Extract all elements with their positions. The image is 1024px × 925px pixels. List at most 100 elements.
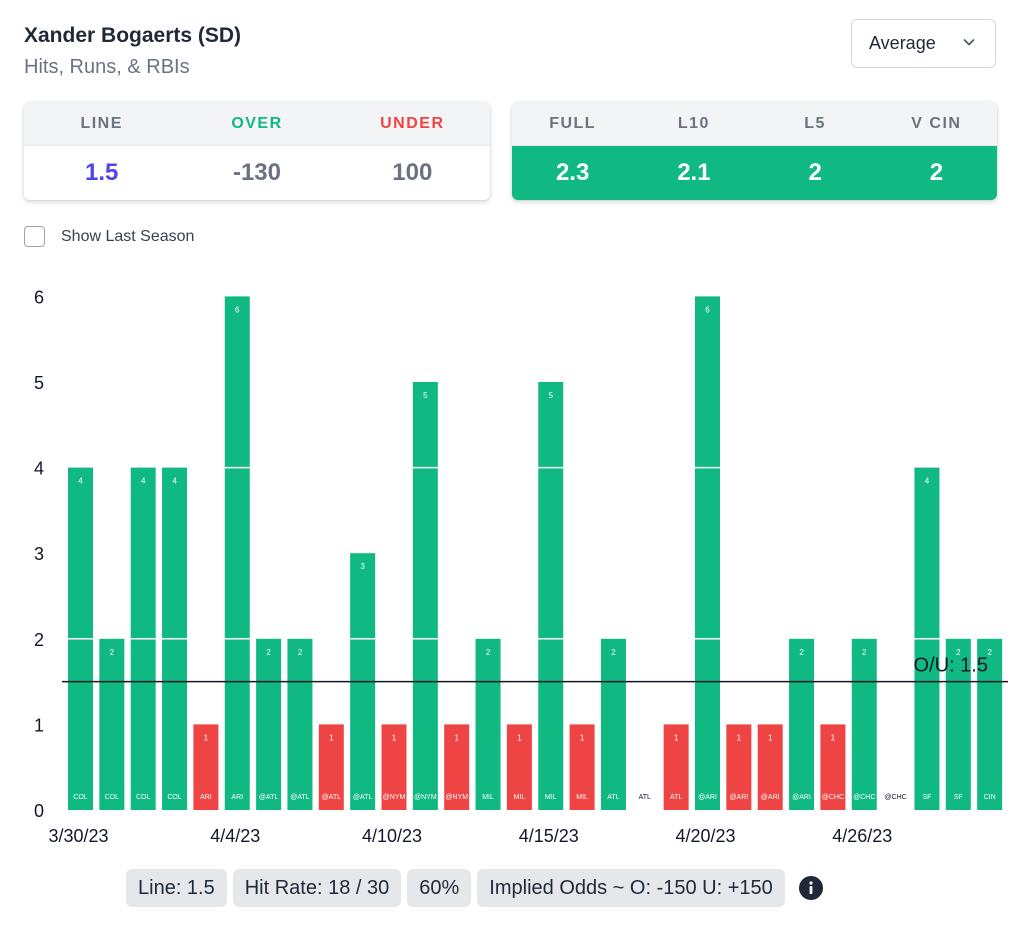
y-tick-label: 2 — [34, 630, 44, 650]
vs-header: V CIN — [911, 114, 962, 132]
bar-opponent-label: @ATL — [290, 794, 310, 801]
bar-opponent-label: @ARI — [761, 794, 780, 801]
bar-opponent-label: @CHC — [884, 794, 906, 801]
bar-opponent-label: MIL — [576, 794, 588, 801]
bar-value-label: 4 — [925, 477, 930, 486]
full-average-value: 2.3 — [555, 159, 590, 186]
bar-opponent-label: MIL — [514, 794, 526, 801]
ou-line-label: O/U: 1.5 — [914, 655, 988, 677]
bar — [224, 296, 250, 810]
show-last-season-toggle[interactable]: Show Last Season — [24, 226, 194, 247]
bar-value-label: 1 — [517, 733, 522, 742]
bar-opponent-label: MIL — [545, 794, 557, 801]
average-dropdown[interactable]: Average — [851, 19, 996, 68]
bar-value-label: 2 — [298, 648, 303, 657]
bar-opponent-label: COL — [105, 794, 120, 801]
bar-value-label: 1 — [454, 733, 459, 742]
y-tick-label: 3 — [34, 544, 44, 564]
bar-value-label: 2 — [987, 648, 992, 657]
y-tick-label: 4 — [34, 459, 44, 479]
bar-opponent-label: ARI — [231, 794, 243, 801]
bar-opponent-label: @NYM — [445, 794, 468, 801]
bar-opponent-label: @NYM — [414, 794, 437, 801]
l5-average-value: 2 — [808, 159, 822, 186]
bar — [820, 724, 846, 810]
over-header: OVER — [231, 114, 283, 132]
bar-value-label: 1 — [831, 733, 836, 742]
bar — [945, 638, 971, 810]
line-header: LINE — [80, 114, 123, 132]
bar — [99, 638, 125, 810]
bar — [318, 724, 344, 810]
bar — [475, 638, 501, 810]
bar — [663, 724, 689, 810]
dropdown-value: Average — [869, 33, 936, 53]
bar-opponent-label: ATL — [670, 794, 682, 801]
bar-opponent-label: @NYM — [383, 794, 406, 801]
line-value: 1.5 — [84, 159, 119, 186]
bar-value-label: 2 — [799, 648, 804, 657]
bar-value-label: 2 — [611, 648, 616, 657]
bar-value-label: 4 — [78, 477, 83, 486]
bar-opponent-label: COL — [136, 794, 151, 801]
bar-value-label: 1 — [737, 733, 742, 742]
bar-value-label: 2 — [266, 648, 271, 657]
bar — [506, 724, 532, 810]
bar-opponent-label: CIN — [984, 794, 996, 801]
y-tick-label: 5 — [34, 373, 44, 393]
bar-value-label: 6 — [705, 305, 710, 314]
bar-value-label: 5 — [423, 391, 428, 400]
bar — [726, 724, 752, 810]
show-last-season-checkbox[interactable] — [24, 226, 45, 247]
bar-opponent-label: SF — [922, 794, 931, 801]
bar-opponent-label: @ATL — [353, 794, 373, 801]
bar-opponent-label: @CHC — [822, 794, 844, 801]
bar — [851, 638, 877, 810]
l10-header: L10 — [677, 114, 710, 132]
x-date-label: 4/4/23 — [210, 826, 260, 846]
info-icon[interactable] — [798, 876, 823, 900]
bar-opponent-label: @ATL — [322, 794, 342, 801]
bar-opponent-label: COL — [73, 794, 88, 801]
hit-rate-pill: Hit Rate: 18 / 30 — [232, 869, 402, 907]
implied-odds-pill: Implied Odds ~ O: -150 U: +150 — [477, 869, 785, 907]
bar-opponent-label: COL — [167, 794, 182, 801]
bar-value-label: 1 — [392, 733, 397, 742]
line-pill: Line: 1.5 — [126, 869, 227, 907]
vs-average-value: 2 — [929, 159, 944, 186]
hit-percent-pill: 60% — [407, 869, 472, 907]
show-last-season-label: Show Last Season — [61, 227, 195, 245]
bar — [538, 382, 564, 810]
x-date-label: 4/15/23 — [519, 826, 579, 846]
bar-opponent-label: @CHC — [853, 794, 875, 801]
bar-value-label: 1 — [580, 733, 585, 742]
y-tick-label: 6 — [34, 287, 44, 307]
bar-opponent-label: MIL — [482, 794, 494, 801]
bar-value-label: 4 — [141, 477, 146, 486]
x-date-label: 4/10/23 — [362, 826, 422, 846]
chevron-down-icon — [963, 39, 975, 46]
x-date-label: 4/26/23 — [832, 826, 892, 846]
bar — [789, 638, 815, 810]
player-name: Xander Bogaerts (SD) — [24, 24, 242, 47]
bar-value-label: 6 — [235, 305, 240, 314]
bar — [569, 724, 595, 810]
stat-type: Hits, Runs, & RBIs — [24, 56, 190, 78]
bar-opponent-label: ATL — [639, 794, 651, 801]
line-odds-card: LINE OVER UNDER 1.5 -130 100 — [24, 102, 490, 200]
bar-opponent-label: @ARI — [698, 794, 717, 801]
summary-footer: Line: 1.5 Hit Rate: 18 / 30 60% Implied … — [126, 869, 823, 907]
bar — [757, 724, 783, 810]
averages-card: FULL L10 L5 V CIN 2.3 2.1 2 2 — [512, 102, 997, 200]
bar-value-label: 4 — [172, 477, 177, 486]
bar-opponent-label: SF — [954, 794, 963, 801]
bar — [444, 724, 470, 810]
bar — [193, 724, 219, 810]
bar — [381, 724, 407, 810]
over-odds-value: -130 — [232, 159, 282, 186]
bar-opponent-label: @ARI — [792, 794, 811, 801]
game-log-chart: 0 1 2 3 4 5 6 4 COL 2 COL 4 COL 4 COL 1 ARI 6 ARI 2 @ATL 2 @AT… — [34, 287, 1008, 846]
bar-value-label: 1 — [674, 733, 679, 742]
bar — [600, 638, 626, 810]
bar — [287, 638, 313, 810]
